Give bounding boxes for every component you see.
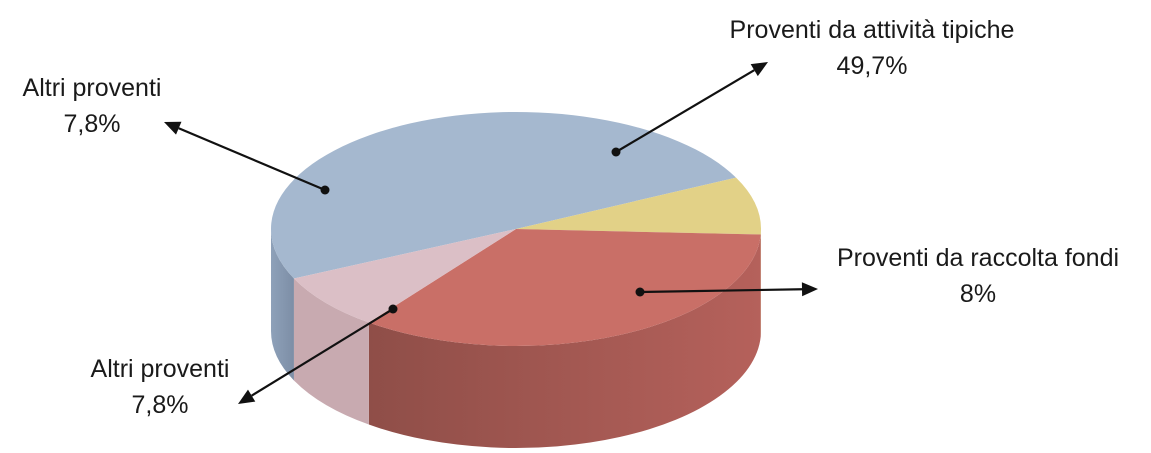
label-slice-2-value: 7,8%: [132, 391, 189, 419]
leader-dot-3: [320, 185, 330, 195]
label-slice-0-value: 49,7%: [837, 52, 908, 80]
label-slice-1-value: 8%: [960, 280, 996, 308]
pie-slice-3: [293, 229, 516, 323]
pie-slice-2: [368, 229, 761, 346]
leader-line-3: [178, 127, 326, 192]
leader-dot-0: [611, 147, 621, 157]
leader-arrowhead-0: [750, 62, 768, 77]
label-slice-3-name: Altri proventi: [23, 74, 162, 102]
pie-sides: [271, 229, 761, 449]
pie-slice-1: [516, 177, 761, 235]
leader-arrowhead-3: [164, 121, 182, 135]
label-slice-1-name: Proventi da raccolta fondi: [837, 244, 1119, 272]
label-slice-0-name: Proventi da attività tipiche: [730, 16, 1015, 44]
label-slice-2-name: Altri proventi: [91, 355, 230, 383]
pie-tops: [270, 111, 761, 346]
leader-dot-2: [388, 304, 398, 314]
pie-leaders: [164, 62, 818, 404]
pie-side-2: [368, 234, 761, 449]
pie-side-3: [293, 278, 369, 425]
leader-line-2: [251, 308, 394, 397]
leader-line-1: [639, 288, 803, 294]
label-slice-3-value: 7,8%: [64, 110, 121, 138]
leader-dot-1: [635, 287, 645, 297]
leader-arrowhead-1: [801, 282, 818, 297]
pie-side-0: [271, 229, 294, 381]
leader-line-0: [615, 69, 755, 153]
leader-arrowhead-2: [238, 389, 256, 404]
